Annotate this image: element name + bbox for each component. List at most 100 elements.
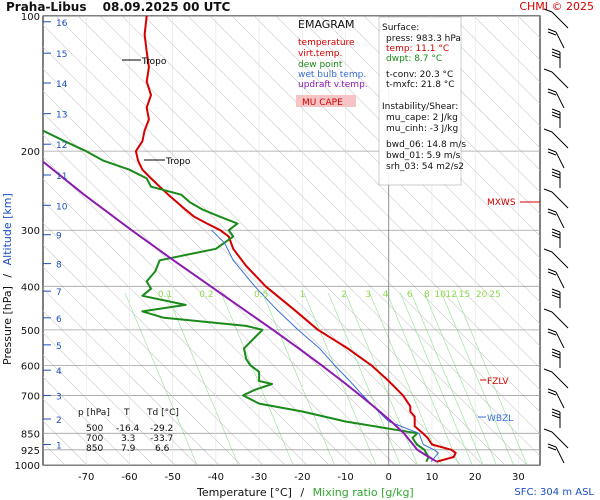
plot-area — [43, 16, 540, 465]
table-cell: 6.6 — [155, 444, 170, 454]
levels-table: p [hPa] T Td [°C] 500 -16.4 -29.2 700 3.… — [78, 408, 179, 454]
wind-barb-icon — [552, 409, 560, 428]
wind-barb-icon — [548, 389, 564, 408]
x-tick-label: -40 — [208, 472, 224, 483]
wind-barb-icon — [548, 444, 564, 463]
surface-press: press: 983.3 hPa — [386, 34, 461, 44]
wind-barb-icon — [548, 149, 564, 168]
table-cell: -29.2 — [150, 424, 173, 434]
altitude-tick-label: 2 — [56, 416, 62, 426]
altitude-tick-label: 1 — [56, 441, 62, 451]
mu-cinh-value: mu_cinh: -3 J/kg — [386, 124, 458, 134]
table-cell: 3.3 — [121, 434, 135, 444]
table-header-p: p [hPa] — [78, 408, 110, 418]
wind-barb-icon — [544, 9, 568, 28]
mixing-ratio-label: 6 — [407, 290, 413, 300]
altitude-tick-label: 8 — [56, 261, 62, 271]
legend-title: EMAGRAM — [298, 18, 355, 31]
pressure-tick-label: 700 — [21, 391, 40, 402]
x-tick-label: -20 — [294, 472, 310, 483]
altitude-tick-label: 6 — [56, 315, 62, 325]
fzlv-label: FZLV — [487, 377, 509, 387]
mu-cape-value: mu_cape: 2 J/kg — [386, 113, 458, 123]
instability-title: Instability/Shear: — [382, 102, 458, 112]
wbzl-label: WBZL — [487, 414, 513, 424]
legend-virtual-temperature: virt.temp. — [298, 49, 342, 59]
svg-text:Temperature [°C] /: Temperature [°C] / Mixing ratio [g/kg] — [196, 486, 414, 499]
altitude-tick-label: 15 — [56, 50, 67, 60]
wind-barb-icon — [544, 309, 568, 328]
wind-barb-icon — [552, 49, 560, 68]
x-tick-label: 30 — [512, 472, 525, 483]
pressure-tick-label: 925 — [21, 446, 40, 457]
table-header-td: Td [°C] — [146, 408, 179, 418]
altitude-tick-label: 9 — [56, 232, 62, 242]
mixing-ratio-label: 15 — [459, 290, 470, 300]
x-tick-label: 0 — [386, 472, 392, 483]
mixing-ratio-label: 1 — [300, 290, 306, 300]
y-axis-label-altitude: Altitude [km] — [1, 193, 14, 265]
mixing-ratio-label: 0.5 — [254, 290, 268, 300]
legend-dew-point: dew point — [298, 60, 343, 70]
wind-barb-icon — [548, 329, 564, 348]
mixing-ratio-label: 12 — [445, 290, 456, 300]
pressure-tick-label: 200 — [21, 147, 40, 158]
altitude-tick-label: 14 — [56, 80, 68, 90]
wind-barb-icon — [552, 109, 560, 128]
y-axis-label-separator: / — [1, 274, 14, 278]
table-header-t: T — [123, 408, 130, 418]
x-axis-label-separator: / — [300, 486, 304, 499]
pressure-tick-label: 1000 — [15, 461, 40, 472]
wind-barb-icon — [544, 249, 568, 268]
wind-barb-icon — [548, 29, 564, 48]
wind-barb-icon — [552, 169, 560, 188]
wind-barb-icon — [544, 369, 568, 388]
adiabat-line — [559, 0, 600, 465]
svg-text:Pressure [hPa] /: Pressure [hPa] / Altitude [km] — [1, 193, 14, 365]
mxws-label: MXWS — [487, 198, 516, 208]
altitude-tick-label: 5 — [56, 342, 62, 352]
x-tick-label: 10 — [426, 472, 439, 483]
wind-barb-icon — [548, 269, 564, 288]
y-axis-label: Pressure [hPa] — [1, 286, 14, 365]
altitude-tick-label: 12 — [56, 141, 67, 151]
altitude-tick-label: 4 — [56, 367, 62, 377]
emagram-chart: -70 -60 -50 -40 -30 -20 -10 0 10 20 30100200300400… — [0, 0, 600, 500]
x-tick-label: -60 — [121, 472, 137, 483]
mixing-ratio-label: 4 — [383, 290, 389, 300]
adiabat-line — [581, 0, 600, 465]
pressure-tick-label: 600 — [21, 361, 40, 372]
legend-wet-bulb: wet bulb temp. — [298, 70, 366, 80]
tropo-label-upper: Tropo — [141, 57, 167, 67]
altitude-tick-label: 11 — [56, 172, 67, 182]
wind-barbs — [544, 9, 568, 463]
table-cell: 700 — [86, 434, 103, 444]
pressure-tick-label: 400 — [21, 282, 40, 293]
table-cell: 850 — [86, 444, 103, 454]
table-cell: 7.9 — [121, 444, 136, 454]
mixing-ratio-label: 20 — [476, 290, 488, 300]
wind-barb-icon — [544, 429, 568, 448]
wind-barb-icon — [544, 69, 568, 88]
pressure-tick-label: 850 — [21, 429, 40, 440]
surface-temp: temp: 11.1 °C — [386, 44, 449, 54]
mixing-ratio-label: 2 — [341, 290, 347, 300]
t-mxfc: t-mxfc: 21.8 °C — [386, 80, 455, 90]
pressure-tick-label: 500 — [21, 326, 40, 337]
bwd-01-value: bwd_01: 5.9 m/s — [386, 151, 461, 161]
x-axis-title: Temperature [°C] / Mixing ratio [g/kg] — [196, 486, 414, 499]
wind-barb-icon — [548, 89, 564, 108]
tropo-label-lower: Tropo — [165, 157, 191, 167]
srh-03-value: srh_03: 54 m2/s2 — [386, 162, 464, 172]
mixing-ratio-label: 0.1 — [158, 290, 172, 300]
mu-cape-button[interactable]: MU CAPE — [302, 98, 343, 108]
emagram-page: Praha-Libus 08.09.2025 00 UTC CHMI © 202… — [0, 0, 600, 500]
table-cell: -16.4 — [116, 424, 140, 434]
table-cell: 500 — [86, 424, 103, 434]
surface-title: Surface: — [382, 23, 419, 33]
x-axis-label: Temperature [°C] — [196, 486, 292, 499]
wind-barb-icon — [544, 189, 568, 208]
wind-barb-icon — [552, 349, 560, 368]
wind-barb-icon — [548, 209, 564, 228]
surface-dwpt: dwpt: 8.7 °C — [386, 54, 442, 64]
